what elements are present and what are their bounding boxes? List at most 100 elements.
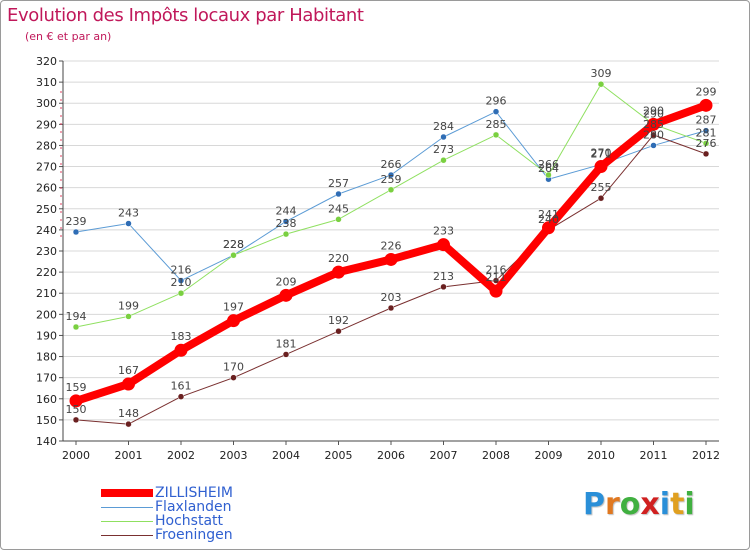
y-tick-label: 250 bbox=[36, 203, 57, 216]
data-point bbox=[437, 238, 450, 252]
data-point bbox=[440, 156, 447, 164]
data-point bbox=[597, 80, 605, 88]
data-point bbox=[282, 218, 290, 225]
legend-label: Hochstatt bbox=[155, 513, 224, 529]
data-point bbox=[440, 283, 447, 291]
data-point bbox=[125, 220, 132, 227]
series-layer bbox=[69, 80, 713, 428]
x-tick-label: 2011 bbox=[640, 449, 668, 462]
chart-subtitle: (en € et par an) bbox=[25, 30, 112, 43]
grid-layer bbox=[63, 60, 719, 442]
data-point bbox=[279, 288, 293, 302]
data-label: 148 bbox=[118, 407, 139, 420]
data-label: 270 bbox=[591, 147, 612, 160]
x-tick-label: 2004 bbox=[272, 449, 300, 462]
data-label: 226 bbox=[381, 239, 402, 252]
data-label: 285 bbox=[486, 118, 507, 131]
data-point bbox=[282, 230, 290, 238]
data-label: 167 bbox=[118, 364, 139, 377]
data-label: 287 bbox=[696, 114, 717, 127]
data-label: 150 bbox=[66, 403, 87, 416]
y-tick-label: 240 bbox=[36, 224, 57, 237]
legend-swatch bbox=[101, 489, 153, 497]
data-label: 245 bbox=[328, 202, 349, 215]
data-label: 266 bbox=[538, 158, 559, 171]
data-point bbox=[125, 420, 132, 428]
data-label: 309 bbox=[591, 67, 612, 80]
data-point bbox=[650, 131, 657, 139]
data-point bbox=[230, 374, 237, 381]
data-label: 220 bbox=[328, 252, 349, 265]
logo-letter: i bbox=[684, 487, 695, 522]
y-tick-label: 150 bbox=[36, 414, 57, 427]
data-point bbox=[387, 186, 395, 194]
data-point bbox=[122, 377, 135, 391]
data-label: 203 bbox=[381, 291, 402, 304]
data-point bbox=[177, 393, 185, 400]
data-point bbox=[542, 221, 555, 235]
data-point bbox=[594, 160, 608, 174]
data-point bbox=[647, 117, 660, 131]
data-label: 183 bbox=[171, 330, 192, 343]
legend-label: Froeningen bbox=[155, 527, 233, 543]
data-label: 238 bbox=[276, 217, 297, 230]
data-point bbox=[227, 314, 240, 328]
data-label: 290 bbox=[643, 104, 664, 117]
data-point bbox=[335, 190, 342, 198]
data-point bbox=[230, 251, 237, 259]
data-label: 239 bbox=[66, 215, 87, 228]
data-label: 271 bbox=[591, 147, 612, 160]
data-point bbox=[492, 277, 500, 284]
y-tick-label: 270 bbox=[36, 161, 57, 174]
x-tick-label: 2001 bbox=[115, 449, 143, 462]
data-point bbox=[440, 133, 447, 141]
y-tick-label: 200 bbox=[36, 308, 57, 321]
data-label: 228 bbox=[223, 238, 244, 251]
data-label: 240 bbox=[538, 213, 559, 226]
data-point bbox=[597, 194, 605, 202]
data-point bbox=[545, 171, 552, 179]
data-label: 266 bbox=[381, 158, 402, 171]
data-point bbox=[335, 327, 342, 335]
data-point bbox=[387, 171, 395, 179]
data-label: 290 bbox=[643, 107, 664, 120]
data-label: 259 bbox=[381, 173, 402, 186]
data-label: 285 bbox=[643, 118, 664, 131]
data-point bbox=[174, 343, 188, 357]
y-tick-label: 160 bbox=[36, 393, 57, 406]
data-label: 192 bbox=[328, 314, 349, 327]
data-label: 257 bbox=[328, 177, 349, 190]
y-tick-label: 290 bbox=[36, 118, 57, 131]
y-tick-label: 140 bbox=[36, 435, 57, 448]
data-label: 216 bbox=[171, 264, 192, 277]
data-label: 210 bbox=[171, 276, 192, 289]
logo-letter: r bbox=[605, 487, 620, 522]
y-tick-label: 310 bbox=[36, 76, 57, 89]
data-point bbox=[332, 265, 345, 279]
x-tick-label: 2007 bbox=[430, 449, 458, 462]
x-tick-label: 2002 bbox=[167, 449, 195, 462]
data-label: 159 bbox=[66, 381, 87, 394]
data-point bbox=[699, 98, 713, 112]
data-point bbox=[492, 131, 500, 139]
x-tick-label: 2003 bbox=[220, 449, 248, 462]
x-tick-label: 2005 bbox=[325, 449, 353, 462]
data-label: 284 bbox=[433, 120, 454, 133]
data-point bbox=[125, 313, 132, 320]
data-label: 280 bbox=[643, 128, 664, 141]
y-tick-label: 170 bbox=[36, 372, 57, 385]
data-label: 211 bbox=[486, 271, 507, 284]
logo-letter: P bbox=[583, 487, 605, 522]
data-label: 264 bbox=[538, 162, 559, 175]
data-label: 216 bbox=[486, 264, 507, 277]
data-point bbox=[489, 284, 503, 298]
x-tick-label: 2009 bbox=[535, 449, 563, 462]
data-label: 255 bbox=[591, 181, 612, 194]
data-point bbox=[492, 108, 500, 115]
data-label: 276 bbox=[696, 137, 717, 150]
data-label: 199 bbox=[118, 299, 139, 312]
data-label: 161 bbox=[171, 380, 192, 393]
data-point bbox=[702, 127, 710, 134]
data-label: 281 bbox=[696, 126, 717, 139]
